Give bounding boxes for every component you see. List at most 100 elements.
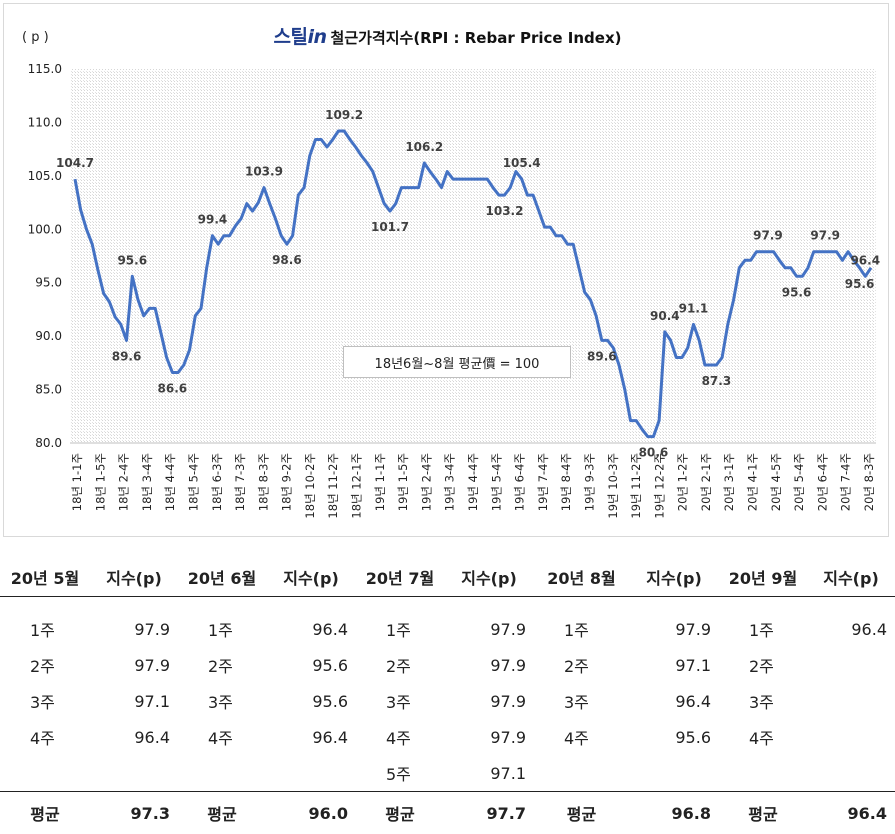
table-header-row: 20년 5월 지수(p) 20년 6월 지수(p) 20년 7월 지수(p) 2…	[0, 558, 895, 597]
x-tick-label: 18년 3-4주	[140, 453, 154, 511]
data-label: 97.9	[753, 229, 783, 243]
index-value-cell: 97.1	[90, 683, 178, 719]
data-label: 89.6	[587, 349, 617, 363]
header-index: 지수(p)	[266, 558, 356, 597]
index-value-cell: 97.9	[444, 611, 534, 647]
index-value-cell	[629, 755, 719, 792]
x-tick-label: 20년 7-4주	[839, 453, 853, 511]
index-value-cell: 95.6	[629, 719, 719, 755]
week-cell: 4주	[534, 719, 629, 755]
data-label: 80.6	[639, 446, 669, 460]
week-cell: 2주	[719, 647, 807, 683]
average-row: 평균 97.3 평균 96.0 평균 97.7 평균 96.8 평균 96.4	[0, 792, 895, 834]
data-label: 96.4	[850, 253, 880, 267]
x-tick-label: 19년 12-2주	[652, 453, 666, 519]
header-index: 지수(p)	[90, 558, 178, 597]
avg-value: 96.4	[807, 792, 895, 834]
x-tick-label: 19년 11-2주	[629, 453, 643, 519]
week-cell: 4주	[356, 719, 444, 755]
avg-label: 평균	[178, 792, 266, 834]
y-tick-label: 90.0	[35, 329, 62, 343]
x-tick-label: 19년 2-4주	[419, 453, 433, 511]
x-tick-label: 19년 3-4주	[443, 453, 457, 511]
x-tick-label: 18년 1-1주	[70, 453, 84, 511]
x-tick-label: 20년 4-1주	[746, 453, 760, 511]
avg-label: 평균	[719, 792, 807, 834]
data-label: 95.6	[845, 277, 875, 291]
index-value-cell	[807, 755, 895, 792]
x-tick-label: 20년 4-5주	[769, 453, 783, 511]
week-cell: 2주	[356, 647, 444, 683]
x-tick-label: 18년 12-1주	[350, 453, 364, 519]
week-cell: 1주	[0, 611, 90, 647]
data-label: 87.3	[702, 374, 732, 388]
week-cell: 4주	[0, 719, 90, 755]
index-value-cell: 97.9	[90, 611, 178, 647]
x-tick-label: 18년 5-4주	[186, 453, 200, 511]
week-cell: 2주	[0, 647, 90, 683]
x-tick-label: 20년 1-2주	[676, 453, 690, 511]
y-tick-label: 105.0	[28, 169, 62, 183]
index-value-cell: 96.4	[266, 611, 356, 647]
x-tick-label: 19년 9-3주	[582, 453, 596, 511]
avg-value: 97.7	[444, 792, 534, 834]
x-tick-label: 19년 5-4주	[489, 453, 503, 511]
avg-label: 평균	[0, 792, 90, 834]
week-cell: 1주	[356, 611, 444, 647]
x-tick-label: 18년 10-2주	[303, 453, 317, 519]
index-value-cell: 97.9	[90, 647, 178, 683]
x-tick-label: 20년 3-1주	[722, 453, 736, 511]
y-tick-label: 110.0	[28, 115, 62, 129]
index-value-cell: 97.9	[444, 647, 534, 683]
x-tick-label: 18년 9-2주	[280, 453, 294, 511]
data-label: 99.4	[198, 213, 228, 227]
data-label: 89.6	[112, 349, 142, 363]
x-tick-label: 19년 10-3주	[606, 453, 620, 519]
week-cell: 1주	[534, 611, 629, 647]
x-tick-label: 20년 8-3주	[862, 453, 876, 511]
header-index: 지수(p)	[444, 558, 534, 597]
index-value-cell	[807, 719, 895, 755]
data-label: 105.4	[503, 156, 541, 170]
week-cell: 2주	[534, 647, 629, 683]
index-value-cell	[807, 683, 895, 719]
avg-label: 평균	[534, 792, 629, 834]
week-cell: 1주	[178, 611, 266, 647]
week-cell: 3주	[0, 683, 90, 719]
data-label: 101.7	[371, 220, 409, 234]
index-value-cell: 97.9	[629, 611, 719, 647]
chart-title-text: 철근가격지수(RPI : Rebar Price Index)	[331, 29, 622, 47]
index-value-cell	[90, 755, 178, 792]
week-cell: 1주	[719, 611, 807, 647]
index-value-cell: 95.6	[266, 647, 356, 683]
data-label: 106.2	[405, 140, 443, 154]
data-label: 103.2	[486, 204, 524, 218]
x-tick-label: 18년 2-4주	[117, 453, 131, 511]
index-value-cell	[266, 755, 356, 792]
data-label: 109.2	[325, 108, 363, 122]
week-cell: 3주	[178, 683, 266, 719]
week-cell	[534, 755, 629, 792]
data-label: 98.6	[272, 253, 302, 267]
data-label: 97.9	[810, 229, 840, 243]
header-month: 20년 5월	[0, 558, 90, 597]
header-month: 20년 9월	[719, 558, 807, 597]
x-tick-label: 20년 2-1주	[699, 453, 713, 511]
x-tick-label: 18년 6-3주	[210, 453, 224, 511]
data-label: 91.1	[679, 301, 709, 315]
index-value-cell: 97.9	[444, 683, 534, 719]
avg-value: 96.8	[629, 792, 719, 834]
week-cell: 5주	[356, 755, 444, 792]
y-tick-label: 100.0	[28, 222, 62, 236]
data-label: 86.6	[158, 381, 188, 395]
monthly-index-table: 20년 5월 지수(p) 20년 6월 지수(p) 20년 7월 지수(p) 2…	[0, 558, 895, 834]
header-month: 20년 8월	[534, 558, 629, 597]
x-tick-label: 18년 8-3주	[256, 453, 270, 511]
header-month: 20년 6월	[178, 558, 266, 597]
x-tick-label: 20년 6-4주	[815, 453, 829, 511]
x-tick-label: 19년 1-5주	[396, 453, 410, 511]
